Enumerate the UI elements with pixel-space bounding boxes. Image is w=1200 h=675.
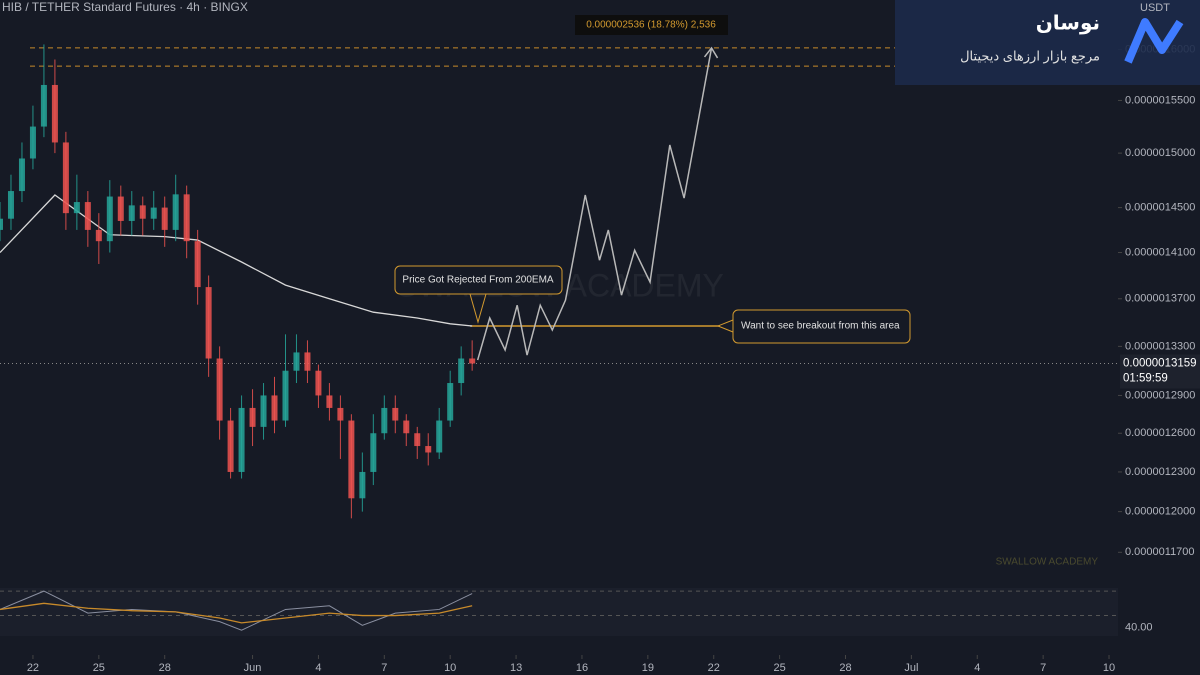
candle-body (458, 358, 465, 384)
y-tick-label: 0.0000012900 (1125, 389, 1195, 401)
candle-body (95, 229, 102, 242)
x-tick-label: 19 (642, 662, 654, 674)
chart-title: HIB / TETHER Standard Futures · 4h · BIN… (2, 0, 248, 14)
x-tick-label: 22 (27, 662, 39, 674)
candle-body (117, 196, 124, 221)
candle-body (414, 433, 421, 447)
candle-body (62, 142, 69, 214)
candle-body (326, 395, 333, 408)
annotation-pointer (469, 293, 487, 324)
annotation: Want to see breakout from this area (741, 321, 900, 332)
candle-body (51, 84, 58, 143)
candle-body (348, 420, 355, 499)
candle-body (172, 194, 179, 230)
candle-body (128, 205, 135, 221)
x-tick-label: Jul (904, 662, 918, 674)
y-tick-label: 0.0000013700 (1125, 293, 1195, 305)
brand-name: نوسان (1036, 12, 1100, 34)
candle-body (205, 287, 212, 359)
candle-body (403, 420, 410, 434)
projection-path (476, 47, 713, 361)
candle-body (469, 358, 476, 364)
candle-body (271, 395, 278, 421)
rsi-ma-line (0, 602, 473, 624)
x-tick-label: 13 (510, 662, 522, 674)
candle-body (40, 84, 47, 127)
candle-body (106, 196, 113, 242)
x-tick-label: 25 (773, 662, 785, 674)
candle-body (0, 218, 3, 230)
candle-body (249, 407, 256, 427)
candle-body (359, 471, 366, 499)
y-tick-label: 0.0000013300 (1125, 340, 1195, 352)
rsi-line (0, 590, 473, 631)
candle-body (392, 407, 399, 421)
y-tick-label: 0.0000012600 (1125, 427, 1195, 439)
y-tick-label: 0.0000014100 (1125, 246, 1195, 258)
brand-panel (895, 0, 1200, 85)
annotation-box (732, 309, 911, 344)
annotation-pointer (716, 319, 734, 333)
x-tick-label: 22 (708, 662, 720, 674)
candle-body (29, 126, 36, 159)
candle-body (260, 395, 267, 427)
x-tick-label: 10 (1103, 662, 1115, 674)
candle-body (139, 205, 146, 219)
measure-box (575, 15, 728, 35)
candle-body (304, 352, 311, 371)
candle-body (381, 407, 388, 434)
rsi-pane (0, 588, 1118, 636)
y-tick-label: 0.0000014500 (1125, 201, 1195, 213)
brand-logo (1124, 18, 1184, 64)
y-tick-label: 0.0000015500 (1125, 94, 1195, 106)
rsi-tick-label: 40.00 (1125, 622, 1153, 634)
annotation: Price Got Rejected From 200EMA (402, 275, 553, 286)
x-tick-label: 16 (576, 662, 588, 674)
x-tick-label: 25 (93, 662, 105, 674)
y-tick-label: 0.0000011700 (1125, 546, 1195, 558)
annotation-box (394, 265, 563, 295)
last-price-box (1120, 354, 1200, 389)
candle-body (436, 420, 443, 453)
y-tick-label: 0.0000015000 (1125, 147, 1195, 159)
last-price-label: 0.0000013159 (1123, 358, 1197, 370)
x-tick-label: 7 (381, 662, 387, 674)
x-tick-label: 7 (1040, 662, 1046, 674)
brand-tagline: مرجع بازار ارزهای دیجیتال (960, 48, 1100, 64)
x-tick-label: Jun (244, 662, 262, 674)
candle-body (216, 358, 223, 421)
candle-body (18, 158, 25, 192)
candle-body (370, 433, 377, 472)
y-tick-label: 0.0000012300 (1125, 466, 1195, 478)
candle-body (73, 202, 80, 214)
y-tick-label: 0.0000012000 (1125, 506, 1195, 518)
candle-body (293, 352, 300, 371)
projection-arrow (703, 46, 719, 59)
candle-body (447, 383, 454, 421)
currency: USDT (1140, 2, 1170, 14)
candle-body (194, 241, 201, 288)
candle-body (7, 191, 14, 219)
x-tick-label: 4 (974, 662, 980, 674)
countdown: 01:59:59 (1123, 373, 1168, 385)
candle-body (238, 407, 245, 472)
x-tick-label: 10 (444, 662, 456, 674)
x-tick-label: 28 (839, 662, 851, 674)
candle-body (315, 370, 322, 396)
x-tick-label: 4 (315, 662, 321, 674)
candle-body (227, 420, 234, 472)
candle-body (337, 407, 344, 421)
candle-body (425, 446, 432, 453)
ema-line (0, 194, 473, 327)
candle-body (161, 207, 168, 230)
candle-body (150, 207, 157, 219)
candle-body (282, 370, 289, 421)
watermark: SWALLOW ACADEMY (996, 557, 1099, 568)
x-tick-label: 28 (159, 662, 171, 674)
measure-label: 0.000002536 (18.78%) 2,536 (586, 20, 716, 31)
candle-body (183, 194, 190, 242)
candle-body (84, 202, 91, 230)
